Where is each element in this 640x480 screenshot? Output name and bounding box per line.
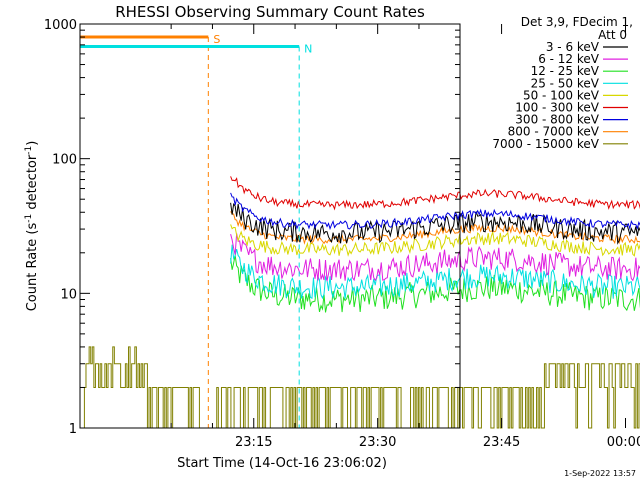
series-line-1 [230, 202, 640, 245]
legend-label-6: 100 - 300 keV [515, 101, 599, 115]
x-tick-label: 23:30 [359, 435, 396, 450]
legend-label-8: 800 - 7000 keV [508, 125, 600, 139]
plot-frame [79, 23, 461, 429]
x-tick-label: 00:00 [607, 435, 640, 450]
legend-header-line2: Att 0 [598, 28, 627, 42]
saa-label: S [213, 33, 220, 46]
y-tick-label: 1000 [44, 18, 77, 33]
legend-header-line1: Det 3,9, FDecim 1, [521, 15, 633, 29]
series-line-5 [230, 224, 640, 257]
axis-ticks: 110100100023:1523:3023:4500:0000:1500:30… [44, 18, 640, 450]
legend-label-1: 3 - 6 keV [546, 40, 600, 54]
y-tick-label: 10 [60, 287, 77, 302]
series-line-6 [230, 176, 640, 211]
legend-label-9: 7000 - 15000 keV [492, 137, 599, 151]
x-axis-label: Start Time (14-Oct-16 23:06:02) [177, 456, 387, 471]
y-label-sup2: -1 [24, 146, 34, 155]
y-label-part3: ) [25, 141, 40, 146]
y-axis-label: Count Rate (s-1 detector-1) [24, 141, 40, 312]
y-label-part2: detector [25, 154, 40, 214]
legend-label-3: 12 - 25 keV [531, 64, 600, 78]
series-line-7 [230, 192, 640, 231]
night-label: N [304, 43, 312, 56]
y-label-part1: Count Rate (s [25, 223, 40, 312]
x-tick-label: 23:15 [235, 435, 272, 450]
x-tick-label: 23:45 [483, 435, 520, 450]
series-line-2 [230, 233, 640, 282]
series-line-8 [230, 211, 640, 245]
legend-label-2: 6 - 12 keV [538, 52, 600, 66]
legend-label-4: 25 - 50 keV [531, 76, 600, 90]
legend-label-5: 50 - 100 keV [523, 88, 600, 102]
y-tick-label: 100 [52, 153, 77, 168]
y-label-sup1: -1 [24, 214, 34, 223]
chart-title: RHESSI Observing Summary Count Rates [115, 3, 425, 21]
legend-label-7: 300 - 800 keV [515, 113, 599, 127]
annotation-layer: SN [80, 33, 312, 428]
y-tick-label: 1 [69, 422, 77, 437]
generation-timestamp: 1-Sep-2022 13:57 [564, 469, 636, 478]
